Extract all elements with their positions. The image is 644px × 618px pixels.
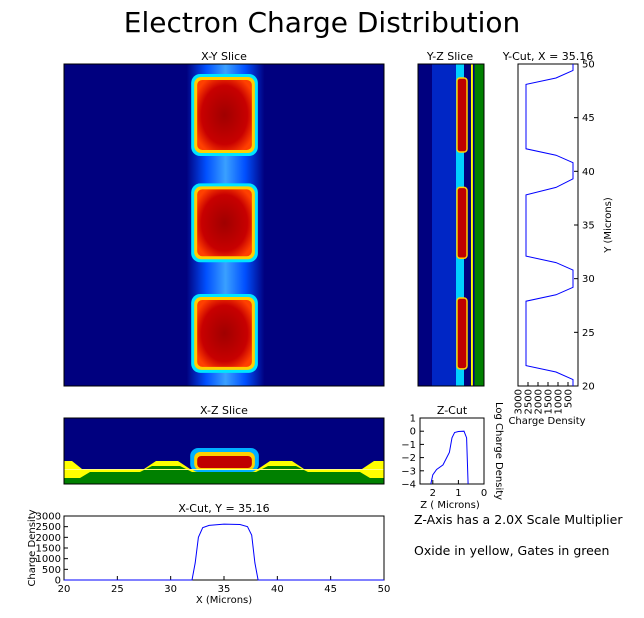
ycut-ytick-label: 20 (582, 382, 595, 393)
ycut-xtick-label: 500 (564, 389, 575, 408)
zcut-ytick-label: −2 (401, 453, 416, 464)
zcut-ticks: 1 0 −1 −2 −3 −4 2 1 0 (401, 414, 487, 500)
ycut-xtick-label: 2500 (524, 389, 535, 414)
ycut-ylabel: Y (Microns) (603, 197, 614, 254)
ycut-ytick-label: 45 (582, 113, 595, 124)
zcut-ytick-label: −4 (401, 480, 416, 491)
ycut-series-line (525, 64, 574, 386)
xcut-xlabel: X (Microns) (196, 595, 252, 606)
ycut-title: Y-Cut, X = 35.16 (502, 50, 594, 63)
ycut-xlabel: Charge Density (508, 416, 585, 427)
zcut-xtick-label: 1 (455, 488, 461, 499)
xcut-xtick-label: 50 (378, 584, 391, 595)
xz-slice-panel: X-Z Slice (63, 404, 385, 485)
yz-slice-frame (417, 63, 485, 387)
xcut-title: X-Cut, Y = 35.16 (178, 502, 269, 515)
zcut-xtick-label: 2 (430, 488, 436, 499)
xcut-series-line (64, 523, 384, 581)
ycut-ytick-label: 25 (582, 328, 595, 339)
ycut-panel: Y-Cut, X = 35.16 20 25 30 35 40 45 50 3000 2500 2… (502, 50, 614, 427)
xz-slice-heatmap (64, 448, 384, 484)
xy-slice-heatmap (186, 64, 265, 386)
xy-region-core (197, 79, 252, 151)
xcut-ytick-label: 0 (55, 576, 61, 587)
yz-oxide-layer (471, 64, 473, 386)
xcut-ytick-label: 3000 (36, 512, 61, 523)
xy-slice-panel: X-Y Slice (63, 50, 385, 387)
xz-slice-title: X-Z Slice (200, 404, 248, 417)
xy-slice-frame (63, 63, 385, 387)
xcut-xtick-label: 20 (58, 584, 71, 595)
xcut-ytick-label: 1500 (36, 544, 61, 555)
zcut-xtick-label: 0 (481, 488, 487, 499)
xz-region-core (197, 456, 252, 468)
yz-slice-panel: Y-Z Slice (417, 50, 485, 387)
xcut-xtick-label: 40 (271, 584, 284, 595)
zcut-ytick-label: −1 (401, 440, 416, 451)
zcut-series-line (430, 430, 469, 485)
yz-slice-title: Y-Z Slice (426, 50, 474, 63)
zcut-frame (419, 417, 485, 485)
xcut-xtick-label: 30 (164, 584, 177, 595)
xcut-ytick-label: 2500 (36, 522, 61, 533)
ycut-xtick-label: 3000 (514, 389, 525, 414)
ycut-ytick-label: 30 (582, 274, 595, 285)
xcut-ytick-label: 2000 (36, 533, 61, 544)
xy-slice-title: X-Y Slice (201, 50, 247, 63)
zcut-ytick-label: −3 (401, 466, 416, 477)
xcut-panel: X-Cut, Y = 35.16 05001000150020002500300… (27, 502, 390, 606)
ycut-ytick-label: 40 (582, 167, 595, 178)
scale-note: Z-Axis has a 2.0X Scale Multiplier (414, 512, 623, 527)
figure-title: Electron Charge Distribution (124, 6, 520, 39)
yz-slice-heatmap (432, 64, 484, 386)
xcut-ylabel: Charge Density (27, 509, 38, 586)
yz-region-core (456, 297, 468, 370)
ycut-ticks: 20 25 30 35 40 45 50 3000 2500 2000 1500 1000 500 (514, 60, 595, 415)
ycut-ytick-label: 50 (582, 60, 595, 71)
xy-region-core (197, 189, 252, 257)
zcut-xlabel: Z ( Microns) (420, 500, 480, 511)
zcut-ytick-label: 1 (410, 414, 416, 425)
ycut-ytick-label: 35 (582, 221, 595, 232)
ycut-xtick-label: 2000 (534, 389, 545, 414)
zcut-ylabel: Log Charge Density (493, 402, 504, 500)
xcut-frame (63, 515, 385, 581)
xz-slice-frame (63, 417, 385, 485)
colors-note: Oxide in yellow, Gates in green (414, 543, 609, 558)
xcut-ytick-label: 500 (42, 565, 61, 576)
xcut-xtick-label: 45 (324, 584, 337, 595)
ycut-xtick-label: 1000 (554, 389, 565, 414)
yz-gate-layer (474, 64, 484, 386)
xcut-ytick-label: 1000 (36, 554, 61, 565)
zcut-title: Z-Cut (437, 404, 468, 417)
zcut-panel: Z-Cut 1 0 −1 −2 −3 −4 2 1 0 Z ( Microns) Log Cha… (401, 402, 504, 511)
xz-gate-layer (64, 466, 384, 484)
xcut-xtick-label: 35 (218, 584, 231, 595)
ycut-xtick-label: 1500 (544, 389, 555, 414)
yz-region-core (456, 77, 468, 153)
yz-glow-band (432, 64, 458, 386)
ycut-frame (517, 63, 579, 387)
xy-region-core (197, 299, 252, 367)
yz-region-core (456, 186, 468, 260)
xcut-xtick-label: 25 (111, 584, 124, 595)
zcut-ytick-label: 0 (410, 427, 416, 438)
